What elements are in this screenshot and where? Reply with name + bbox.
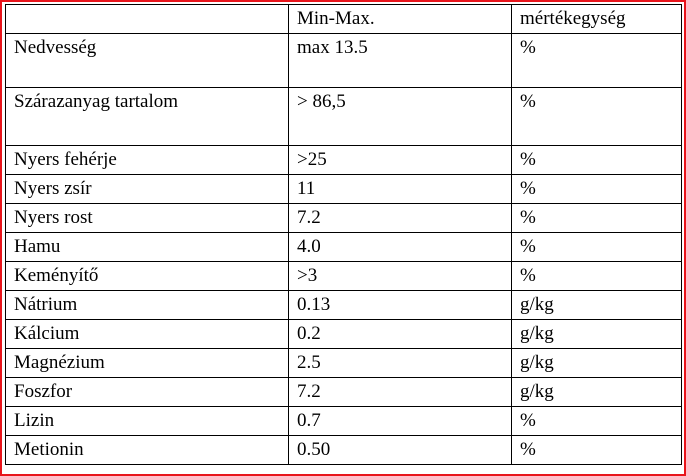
table-cell: Nedvesség bbox=[5, 33, 289, 88]
table-cell: Magnézium bbox=[5, 348, 289, 378]
table-cell: 4.0 bbox=[288, 232, 512, 262]
table-row: Keményítő >3% bbox=[5, 261, 682, 291]
table-cell: 11 bbox=[288, 174, 512, 204]
table-cell: 2.5 bbox=[288, 348, 512, 378]
header-cell: mértékegység bbox=[511, 4, 682, 34]
table-cell: 0.50 bbox=[288, 435, 512, 465]
table-cell: g/kg bbox=[511, 290, 682, 320]
data-table: Min-Max. mértékegység Nedvesség max 13.5% Sz… bbox=[5, 4, 682, 465]
table-cell: Hamu bbox=[5, 232, 289, 262]
table-row: Metionin 0.50% bbox=[5, 435, 682, 465]
table-row: Szárazanyag tartalom > 86,5% bbox=[5, 87, 682, 146]
table-cell: 0.7 bbox=[288, 406, 512, 436]
table-cell: 7.2 bbox=[288, 377, 512, 407]
table-row: Nyers zsír 11% bbox=[5, 174, 682, 204]
table-cell: 0.13 bbox=[288, 290, 512, 320]
header-row: Min-Max. mértékegység bbox=[5, 4, 682, 34]
table-cell: > 86,5 bbox=[288, 87, 512, 146]
table-cell: Kálcium bbox=[5, 319, 289, 349]
table-cell: % bbox=[511, 406, 682, 436]
table-cell: g/kg bbox=[511, 377, 682, 407]
table-cell: Metionin bbox=[5, 435, 289, 465]
table-cell: Keményítő bbox=[5, 261, 289, 291]
table-row: Kálcium 0.2 g/kg bbox=[5, 319, 682, 349]
header-cell: Min-Max. bbox=[288, 4, 512, 34]
table-row: Hamu 4.0% bbox=[5, 232, 682, 262]
table-cell: % bbox=[511, 435, 682, 465]
table-cell: Nyers fehérje bbox=[5, 145, 289, 175]
table-cell: >3 bbox=[288, 261, 512, 291]
table-row: Nedvesség max 13.5% bbox=[5, 33, 682, 88]
table-cell: % bbox=[511, 33, 682, 88]
table-row: Nyers rost 7.2% bbox=[5, 203, 682, 233]
table-cell: Nyers rost bbox=[5, 203, 289, 233]
header-cell bbox=[5, 4, 289, 34]
table-cell: % bbox=[511, 145, 682, 175]
table-cell: Lizin bbox=[5, 406, 289, 436]
table-cell: % bbox=[511, 174, 682, 204]
table-row: Nyers fehérje >25% bbox=[5, 145, 682, 175]
table-row: Magnézium 2.5 g/kg bbox=[5, 348, 682, 378]
table-cell: 0.2 bbox=[288, 319, 512, 349]
table-cell: max 13.5 bbox=[288, 33, 512, 88]
table-row: Lizin 0.7% bbox=[5, 406, 682, 436]
table-row: Foszfor 7.2 g/kg bbox=[5, 377, 682, 407]
table-cell: Nyers zsír bbox=[5, 174, 289, 204]
table-cell: % bbox=[511, 87, 682, 146]
table-cell: g/kg bbox=[511, 319, 682, 349]
table-row: Nátrium 0.13 g/kg bbox=[5, 290, 682, 320]
table-cell: 7.2 bbox=[288, 203, 512, 233]
table-cell: % bbox=[511, 261, 682, 291]
table-cell: % bbox=[511, 232, 682, 262]
table-cell: % bbox=[511, 203, 682, 233]
table-cell: Szárazanyag tartalom bbox=[5, 87, 289, 146]
table-cell: g/kg bbox=[511, 348, 682, 378]
table-cell: >25 bbox=[288, 145, 512, 175]
table-cell: Nátrium bbox=[5, 290, 289, 320]
table-cell: Foszfor bbox=[5, 377, 289, 407]
